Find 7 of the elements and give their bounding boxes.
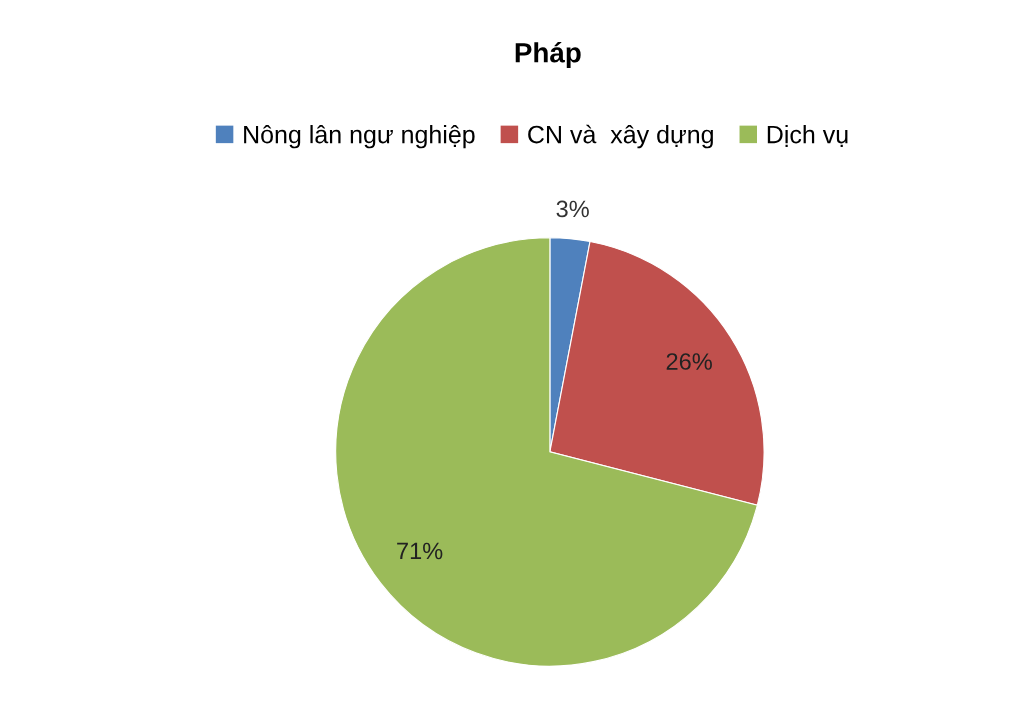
data-label: 26%	[666, 353, 712, 370]
legend-label: Dịch vụ	[767, 125, 848, 147]
data-label: 71%	[397, 542, 443, 560]
data-label: 3%	[556, 200, 589, 218]
legend-label: CN và xây dựng	[528, 124, 713, 149]
legend-label: Nông lân ngư nghiệp	[244, 124, 475, 149]
chart-title: Pháp	[515, 41, 581, 69]
